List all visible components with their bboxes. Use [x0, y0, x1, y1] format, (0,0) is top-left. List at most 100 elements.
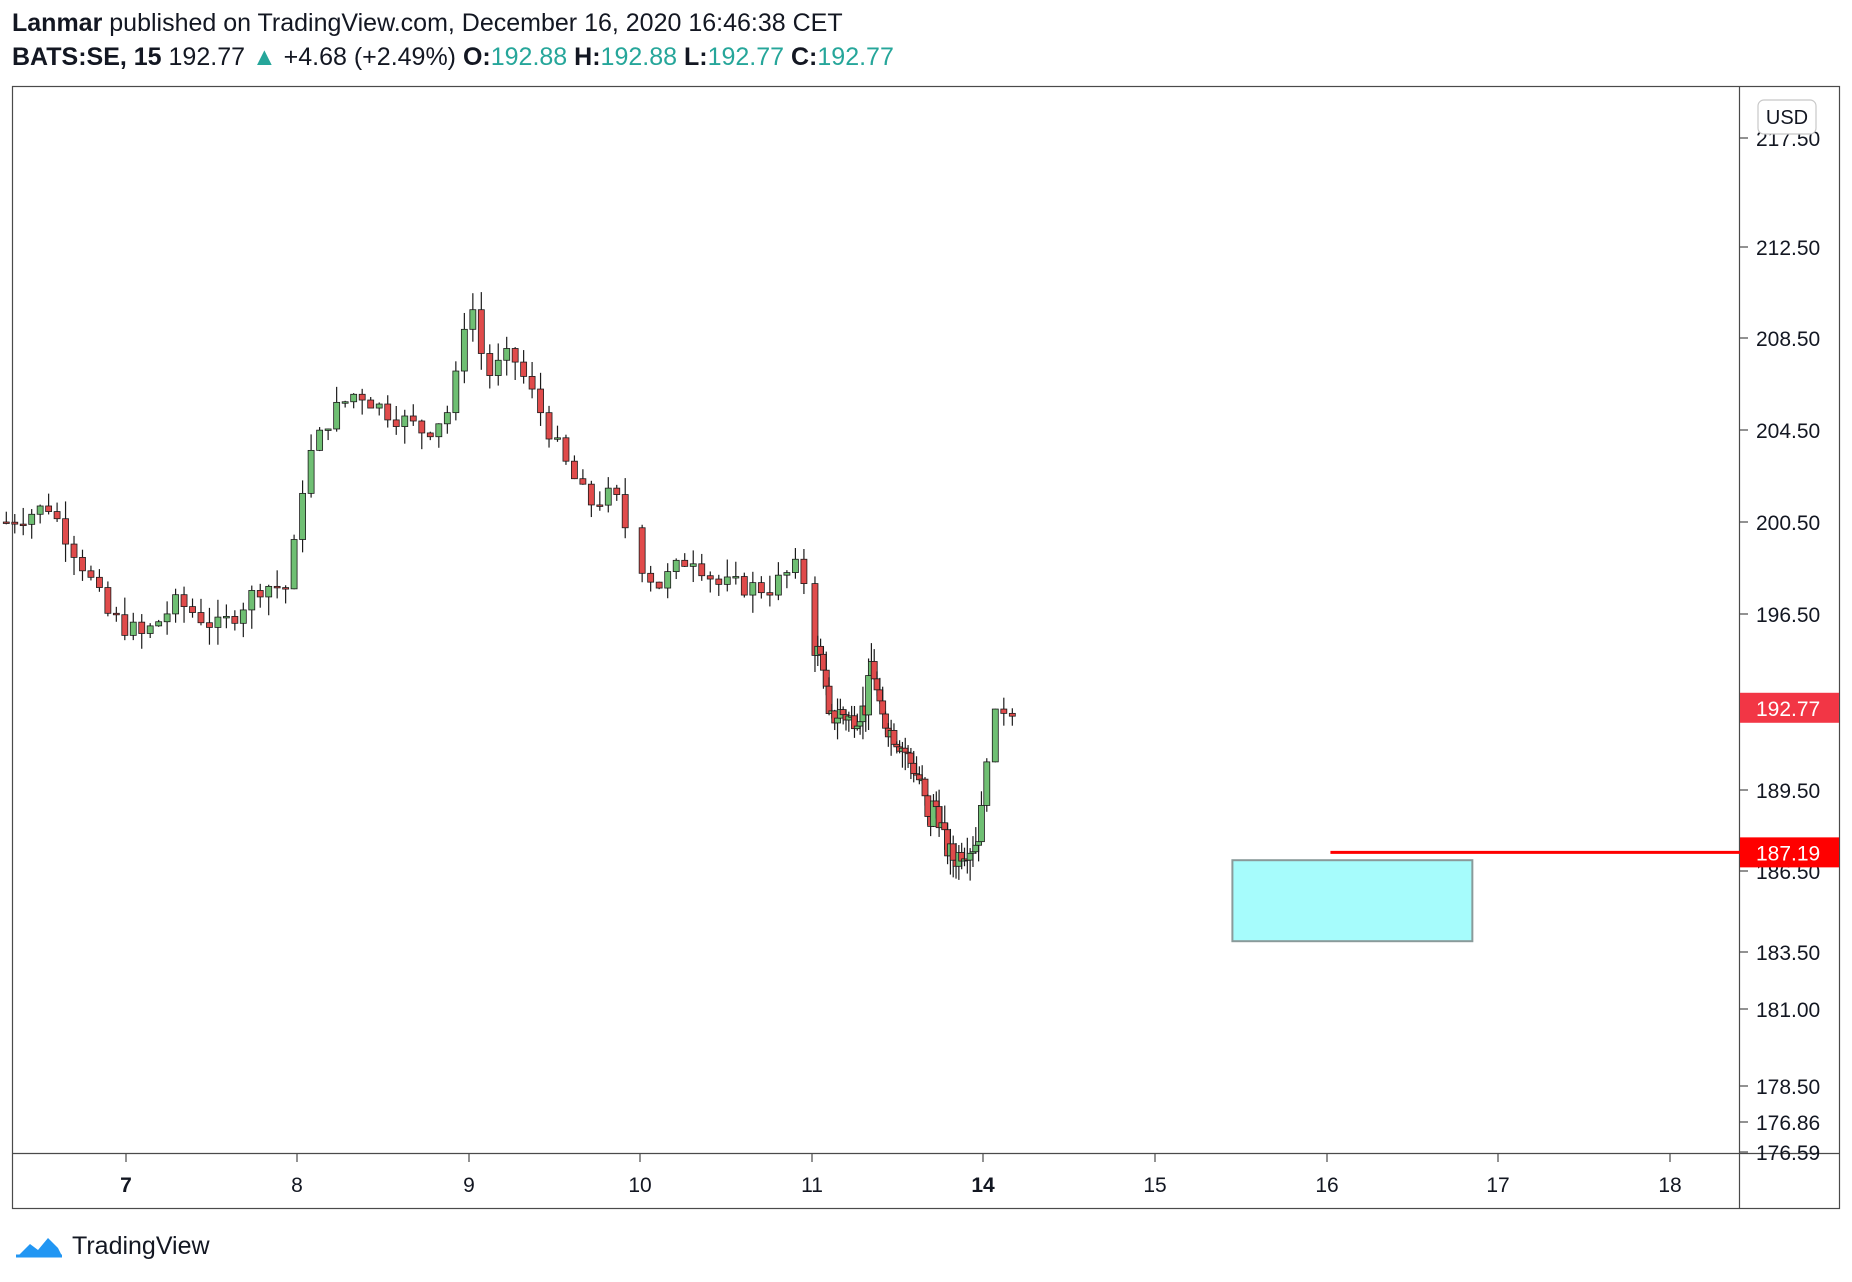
- candle-body: [79, 557, 86, 572]
- high-label: H:: [574, 43, 601, 71]
- x-tick-label: 17: [1486, 1174, 1509, 1197]
- y-tick-label: 196.50: [1756, 604, 1820, 627]
- candle-body: [766, 592, 774, 596]
- last-price: 192.77: [168, 43, 245, 71]
- candle-body: [2, 521, 10, 524]
- candle-body: [604, 487, 612, 506]
- last-price-tag-label: 192.77: [1756, 698, 1820, 721]
- close-value: 192.77: [817, 43, 894, 71]
- y-tick-label: 176.86: [1756, 1112, 1820, 1135]
- candle-body: [820, 653, 827, 671]
- candle-body: [966, 852, 974, 861]
- candle-body: [138, 621, 146, 634]
- candle-body: [206, 622, 213, 628]
- x-tick-label: 8: [291, 1174, 303, 1197]
- candle-body: [672, 559, 680, 572]
- symbol-label[interactable]: BATS:SE, 15: [12, 43, 162, 71]
- open-value: 192.88: [490, 43, 568, 71]
- demand-zone: [1231, 859, 1474, 943]
- candle-body: [53, 511, 61, 520]
- x-tick-label: 16: [1315, 1174, 1338, 1197]
- candle-body: [723, 576, 731, 585]
- candle-body: [825, 685, 833, 714]
- candle-body: [792, 558, 799, 573]
- candle-body: [613, 487, 621, 495]
- y-tick-label: 183.50: [1756, 942, 1820, 965]
- candle-body: [865, 675, 872, 716]
- candle-body: [520, 361, 528, 377]
- publish-line: Lanmar published on TradingView.com, Dec…: [12, 6, 843, 40]
- price-change: +4.68 (+2.49%): [283, 43, 456, 71]
- candle-body: [890, 730, 898, 745]
- candle-body: [418, 420, 426, 434]
- candle-body: [834, 717, 841, 724]
- candle-body: [800, 558, 808, 584]
- candle-body: [932, 800, 940, 808]
- candle-body: [972, 844, 980, 853]
- candle-body: [732, 576, 740, 579]
- close-label: C:: [791, 43, 818, 71]
- candle-body: [822, 669, 830, 687]
- candle-body: [19, 523, 27, 527]
- candle-body: [172, 594, 179, 615]
- candle-body: [384, 403, 392, 421]
- candle-body: [528, 376, 536, 390]
- candle-body: [146, 625, 154, 634]
- author-name[interactable]: Lanmar: [12, 9, 103, 37]
- candle-body: [941, 822, 949, 831]
- candle-body: [316, 429, 324, 451]
- candle-body: [239, 609, 247, 624]
- candle-body: [70, 543, 78, 558]
- x-tick-label: 18: [1658, 1174, 1681, 1197]
- tradingview-branding[interactable]: TradingView: [14, 1226, 210, 1266]
- candle-body: [392, 419, 400, 427]
- candle-body: [358, 393, 366, 401]
- candle-body: [36, 505, 44, 515]
- candle-body: [596, 504, 604, 507]
- ohlc-legend: BATS:SE, 15 192.77 ▲ +4.68 (+2.49%) O:19…: [12, 40, 894, 74]
- candle-body: [189, 606, 196, 613]
- candle-body: [647, 572, 655, 583]
- candle-body: [324, 428, 332, 431]
- candle-body: [121, 614, 129, 636]
- candle-body: [28, 513, 36, 525]
- x-tick-label: 11: [801, 1174, 823, 1197]
- candle-body: [949, 843, 957, 861]
- candle-body: [545, 412, 553, 440]
- currency-badge[interactable]: USD: [1757, 99, 1817, 135]
- y-tick-label: 178.50: [1756, 1076, 1820, 1099]
- candle-body: [870, 661, 878, 680]
- candle-body: [817, 645, 825, 655]
- low-value: 192.77: [707, 43, 785, 71]
- candle-body: [579, 478, 587, 485]
- candle-body: [435, 423, 443, 438]
- candle-body: [1000, 708, 1008, 714]
- candle-body: [757, 582, 765, 594]
- candle-body: [11, 521, 19, 525]
- candle-body: [856, 721, 864, 727]
- candle-body: [882, 713, 889, 729]
- candle-body: [655, 581, 663, 589]
- candle-body: [991, 708, 999, 763]
- candle-body: [273, 585, 281, 589]
- last-price-tag: [1740, 692, 1839, 723]
- candle-body: [231, 616, 239, 624]
- candle-body: [876, 689, 884, 702]
- candle-body: [1008, 712, 1016, 717]
- candle-body: [350, 393, 358, 403]
- candle-body: [494, 359, 502, 376]
- candle-body: [426, 432, 434, 438]
- candle-body: [706, 575, 714, 580]
- candle-body: [975, 841, 983, 846]
- x-tick-label: 9: [463, 1174, 475, 1197]
- high-value: 192.88: [600, 43, 678, 71]
- candle-body: [96, 576, 103, 588]
- candle-body: [222, 616, 230, 619]
- x-tick-label: 7: [120, 1174, 132, 1197]
- candle-body: [375, 403, 383, 409]
- candle-body: [681, 559, 689, 567]
- candle-body: [443, 412, 451, 425]
- low-label: L:: [683, 43, 708, 71]
- candle-body: [452, 370, 460, 414]
